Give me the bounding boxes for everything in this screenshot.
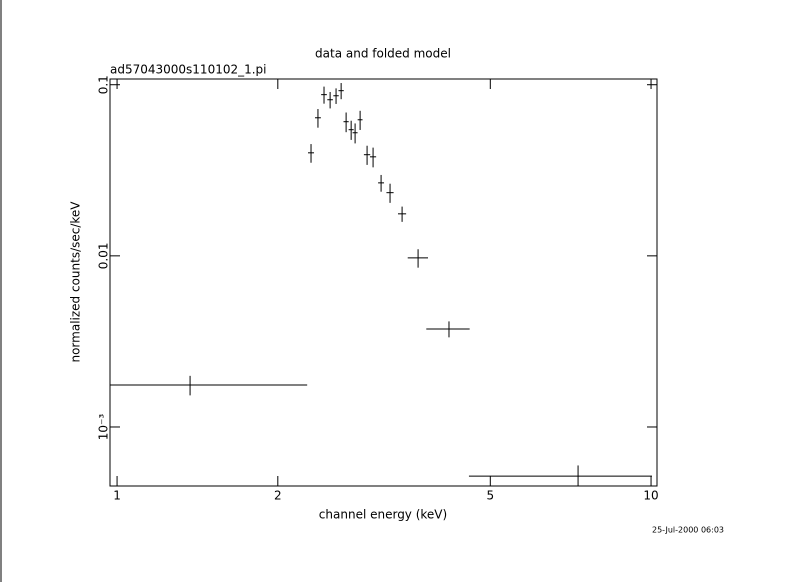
- chart-title: data and folded model: [315, 47, 451, 61]
- y-tick-label: 10⁻³: [97, 414, 111, 441]
- x-tick-label: 5: [486, 489, 494, 503]
- timestamp: 25-Jul-2000 06:03: [652, 526, 724, 535]
- x-axis-label: channel energy (keV): [319, 508, 447, 522]
- x-tick-label: 1: [113, 489, 121, 503]
- y-tick-label: 0.1: [97, 75, 111, 94]
- x-tick-label: 10: [643, 489, 658, 503]
- x-tick-label: 2: [274, 489, 282, 503]
- data-marks: [110, 83, 652, 486]
- chart-subtitle: ad57043000s110102_1.pi: [110, 63, 267, 77]
- y-axis-label: normalized counts/sec/keV: [69, 201, 83, 363]
- y-tick-label: 0.01: [97, 242, 111, 269]
- plot-frame: [109, 78, 658, 487]
